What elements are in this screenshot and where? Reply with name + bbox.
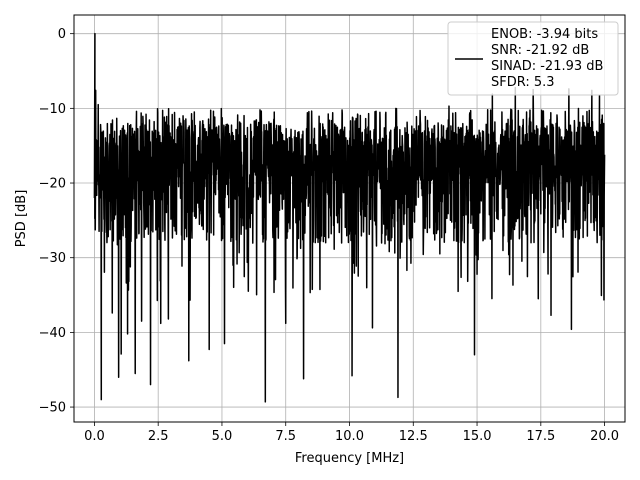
legend-label: ENOB: -3.94 bits SNR: -21.92 dB SINAD: -21… <box>491 27 603 90</box>
legend-box <box>447 21 619 96</box>
psd-series-line <box>93 32 606 403</box>
y-tick-label: −20 <box>39 177 66 192</box>
x-tick-label: 0.0 <box>84 429 105 444</box>
y-tick-label: −10 <box>39 102 66 117</box>
y-axis-ticks: 0 −10 −20 −30 −40 −50 <box>39 27 74 416</box>
x-tick-label: 2.5 <box>148 429 169 444</box>
legend-line: SNR: -21.92 dB <box>491 43 589 58</box>
x-axis-ticks: 0.0 2.5 5.0 7.5 10.0 12.5 15.0 17.5 20.0 <box>84 422 619 444</box>
x-axis-label: Frequency [MHz] <box>295 451 404 466</box>
x-tick-label: 17.5 <box>526 429 555 444</box>
legend-line: ENOB: -3.94 bits <box>491 27 598 42</box>
legend-line: SFDR: 5.3 <box>491 75 555 90</box>
legend: ENOB: -3.94 bits SNR: -21.92 dB SINAD: -21… <box>447 21 619 96</box>
y-tick-label: −50 <box>39 401 66 416</box>
y-tick-label: −40 <box>39 326 66 341</box>
x-tick-label: 20.0 <box>590 429 619 444</box>
y-axis-label: PSD [dB] <box>14 190 29 248</box>
x-tick-label: 7.5 <box>275 429 296 444</box>
y-tick-label: 0 <box>58 27 66 42</box>
legend-line: SINAD: -21.93 dB <box>491 59 603 74</box>
y-tick-label: −30 <box>39 251 66 266</box>
x-tick-label: 12.5 <box>399 429 428 444</box>
x-tick-label: 10.0 <box>335 429 364 444</box>
series-layer <box>93 32 606 403</box>
x-tick-label: 15.0 <box>463 429 492 444</box>
x-tick-label: 5.0 <box>212 429 233 444</box>
